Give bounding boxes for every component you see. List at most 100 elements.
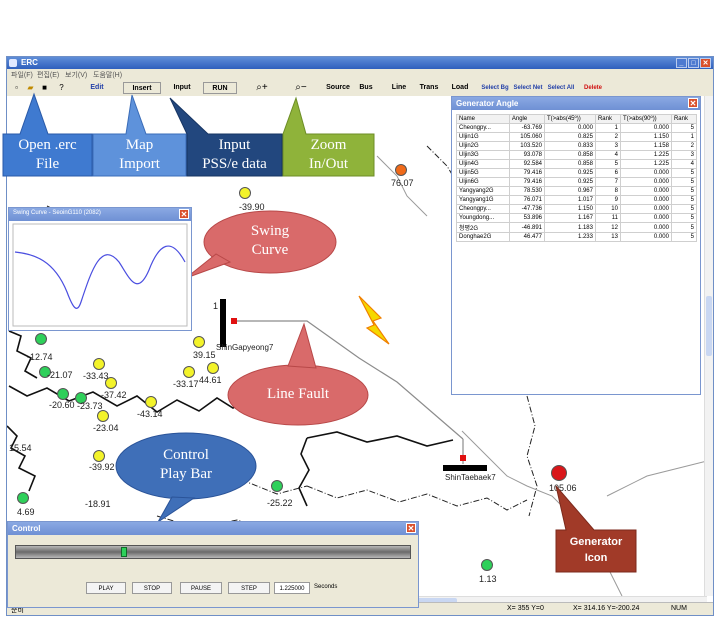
generator-panel-title: Generator Angle <box>456 99 519 108</box>
source-button[interactable]: Source <box>326 84 350 91</box>
new-file-icon[interactable]: ▫ <box>15 83 18 92</box>
trans-button[interactable]: Trans <box>419 84 439 91</box>
bus-value-label: -37.42 <box>101 390 127 400</box>
table-header[interactable]: Name <box>456 114 510 124</box>
bus-node[interactable] <box>105 377 117 389</box>
bus-node[interactable] <box>183 366 195 378</box>
table-row[interactable]: Yangyang2G 78.530 0.967 8 0.000 5 <box>456 186 698 196</box>
bus-node[interactable] <box>93 358 105 370</box>
bus-node[interactable] <box>481 559 493 571</box>
table-row[interactable]: Donghae2G 46.477 1.233 13 0.000 5 <box>456 232 698 242</box>
bus-value-label: 15.54 <box>9 443 32 453</box>
vertical-scrollbar[interactable] <box>704 96 713 596</box>
table-row[interactable]: 청평2G -46.891 1.183 12 0.000 5 <box>456 222 698 233</box>
bus-node[interactable] <box>239 187 251 199</box>
playback-track[interactable] <box>15 545 411 559</box>
breaker-icon[interactable] <box>460 455 466 461</box>
bus-value-label: -12.74 <box>27 352 53 362</box>
bus-node[interactable] <box>207 362 219 374</box>
table-header[interactable]: Angle <box>508 114 546 124</box>
stop-button[interactable]: STOP <box>132 582 172 594</box>
generator-icon[interactable] <box>551 465 567 481</box>
table-cell: 1.183 <box>544 222 596 233</box>
table-header[interactable]: Rank <box>670 114 698 124</box>
bus-bar-shingapyeong[interactable] <box>220 299 226 347</box>
bus-value-label: -20.60 <box>49 400 75 410</box>
bus-node[interactable] <box>395 164 407 176</box>
open-folder-icon[interactable]: ▰ <box>27 83 34 92</box>
table-cell: Uljin3G <box>456 150 510 160</box>
close-button[interactable]: ✕ <box>700 58 711 68</box>
table-cell: 0.000 <box>544 123 596 133</box>
bus-node[interactable] <box>39 366 51 378</box>
select-bg-button[interactable]: Select Bg <box>481 85 509 91</box>
bus-value-label: 105.06 <box>549 483 577 493</box>
control-panel-title: Control <box>12 524 41 533</box>
select-net-button[interactable]: Select Net <box>513 85 543 91</box>
run-button[interactable]: RUN <box>203 82 237 94</box>
generator-icon-callout: Generator Icon <box>569 536 623 564</box>
table-row[interactable]: Cheongpy... -47.736 1.150 10 0.000 5 <box>456 204 698 214</box>
table-cell: 5 <box>670 204 698 214</box>
table-row[interactable]: Uljin2G 103.520 0.833 3 1.158 2 <box>456 141 698 151</box>
table-row[interactable]: Yangyang1G 76.071 1.017 9 0.000 5 <box>456 195 698 205</box>
minimize-button[interactable]: _ <box>676 58 687 68</box>
bus-value-label: -43.14 <box>137 409 163 419</box>
bus-node[interactable] <box>35 333 47 345</box>
maximize-button[interactable]: □ <box>688 58 699 68</box>
bus-node[interactable] <box>97 410 109 422</box>
help-icon[interactable]: ? <box>59 83 64 92</box>
insert-button[interactable]: Insert <box>123 82 161 94</box>
table-row[interactable]: Uljin3G 93.078 0.858 4 1.225 3 <box>456 150 698 160</box>
table-cell: 11 <box>594 213 621 223</box>
delete-button[interactable]: Delete <box>583 85 602 91</box>
bus-node[interactable] <box>93 450 105 462</box>
table-header[interactable]: T(>abs(45º)) <box>544 114 596 124</box>
menu-edit[interactable]: 편집(E) <box>37 72 60 79</box>
table-cell: 청평2G <box>456 222 510 233</box>
table-cell: 1.017 <box>544 195 596 205</box>
table-row[interactable]: Cheongpy... -63.769 0.000 1 0.000 5 <box>456 123 698 133</box>
bus-value-label: 76.07 <box>391 178 414 188</box>
table-row[interactable]: Uljin5G 79.416 0.925 6 0.000 5 <box>456 168 698 178</box>
load-button[interactable]: Load <box>451 84 469 91</box>
bus-value-label: 1.13 <box>479 574 497 584</box>
zoom-out-icon[interactable]: ⌕− <box>295 82 307 93</box>
bus-node[interactable] <box>271 480 283 492</box>
table-header[interactable]: Rank <box>594 114 621 124</box>
input-button[interactable]: Input <box>173 84 191 91</box>
swing-panel-close-button[interactable]: ✕ <box>179 209 189 219</box>
bus-node[interactable] <box>75 392 87 404</box>
select-all-button[interactable]: Select All <box>547 85 575 91</box>
bus-node[interactable] <box>17 492 29 504</box>
line-button[interactable]: Line <box>391 84 407 91</box>
bus-node[interactable] <box>193 336 205 348</box>
generator-panel-close-button[interactable]: ✕ <box>688 98 698 108</box>
open-file-callout: Open .erc File <box>18 137 77 172</box>
step-button[interactable]: STEP <box>228 582 270 594</box>
control-panel-close-button[interactable]: ✕ <box>406 523 416 533</box>
table-row[interactable]: Uljin4G 92.584 0.858 5 1.225 4 <box>456 159 698 169</box>
time-field[interactable]: 1.225000 <box>274 582 310 594</box>
menu-help[interactable]: 도움말(H) <box>93 72 123 79</box>
bus-node[interactable] <box>57 388 69 400</box>
table-header[interactable]: T(>abs(90º)) <box>619 114 672 124</box>
save-icon[interactable]: ■ <box>42 83 47 92</box>
table-cell: 1.167 <box>544 213 596 223</box>
edit-button[interactable]: Edit <box>90 84 104 91</box>
menu-file[interactable]: 파일(F) <box>11 72 33 79</box>
table-row[interactable]: Uljin6G 79.416 0.925 7 0.000 5 <box>456 177 698 187</box>
table-row[interactable]: Youngdong... 53.896 1.167 11 0.000 5 <box>456 213 698 223</box>
bus-value-label: -39.90 <box>239 202 265 212</box>
bus-node[interactable] <box>145 396 157 408</box>
pause-button[interactable]: PAUSE <box>180 582 222 594</box>
toolbar: ▫ ▰ ■ ? Edit Insert Input RUN ⌕+ ⌕− Sour… <box>7 80 713 97</box>
play-button[interactable]: PLAY <box>86 582 126 594</box>
playback-thumb[interactable] <box>120 547 127 557</box>
zoom-in-icon[interactable]: ⌕+ <box>256 82 268 93</box>
breaker-icon[interactable] <box>231 318 237 324</box>
menu-view[interactable]: 보기(V) <box>65 72 88 79</box>
bus-bar-shintaebaek[interactable] <box>443 465 487 471</box>
table-row[interactable]: Uljin1G 105.060 0.825 2 1.150 1 <box>456 132 698 142</box>
bus-button[interactable]: Bus <box>359 84 373 91</box>
